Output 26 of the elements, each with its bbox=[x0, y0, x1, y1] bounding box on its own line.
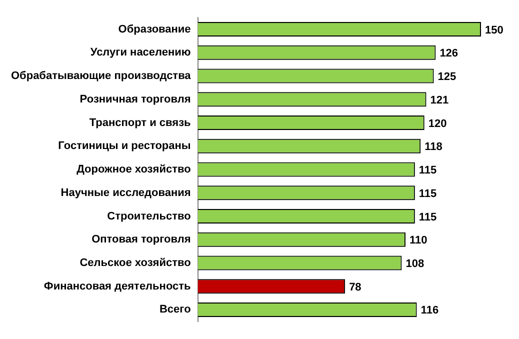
y-tick-label: Оптовая торговля bbox=[92, 234, 191, 246]
data-label: 115 bbox=[418, 188, 437, 200]
data-label: 115 bbox=[418, 164, 437, 177]
data-label: 110 bbox=[409, 234, 428, 247]
y-tick-label: Обрабатывающие производства bbox=[10, 70, 192, 82]
y-tick-label: Научные исследования bbox=[60, 186, 191, 199]
y-tick-label: Услуги населению bbox=[90, 46, 191, 59]
y-tick-label: Розничная торговля bbox=[80, 93, 191, 106]
y-tick-label: Всего bbox=[159, 304, 192, 316]
data-label: 115 bbox=[418, 211, 437, 224]
data-label: 108 bbox=[406, 258, 424, 270]
data-label: 150 bbox=[485, 24, 504, 36]
data-label: 126 bbox=[440, 48, 458, 60]
data-label: 78 bbox=[349, 281, 362, 294]
y-tick-label: Сельское хозяйство bbox=[80, 257, 192, 270]
data-label: 125 bbox=[438, 71, 456, 84]
y-tick-label: Строительство bbox=[107, 210, 192, 222]
data-label: 121 bbox=[430, 94, 449, 106]
data-label: 118 bbox=[424, 141, 442, 154]
data-label: 120 bbox=[428, 118, 447, 130]
data-label: 116 bbox=[420, 304, 439, 317]
y-tick-label: Финансовая деятельность bbox=[44, 280, 192, 292]
y-tick-label: Образование bbox=[118, 23, 191, 36]
y-tick-label: Транспорт и связь bbox=[89, 116, 192, 129]
y-tick-label: Гостиницы и рестораны bbox=[58, 140, 191, 152]
y-tick-label: Дорожное хозяйство bbox=[76, 164, 192, 176]
